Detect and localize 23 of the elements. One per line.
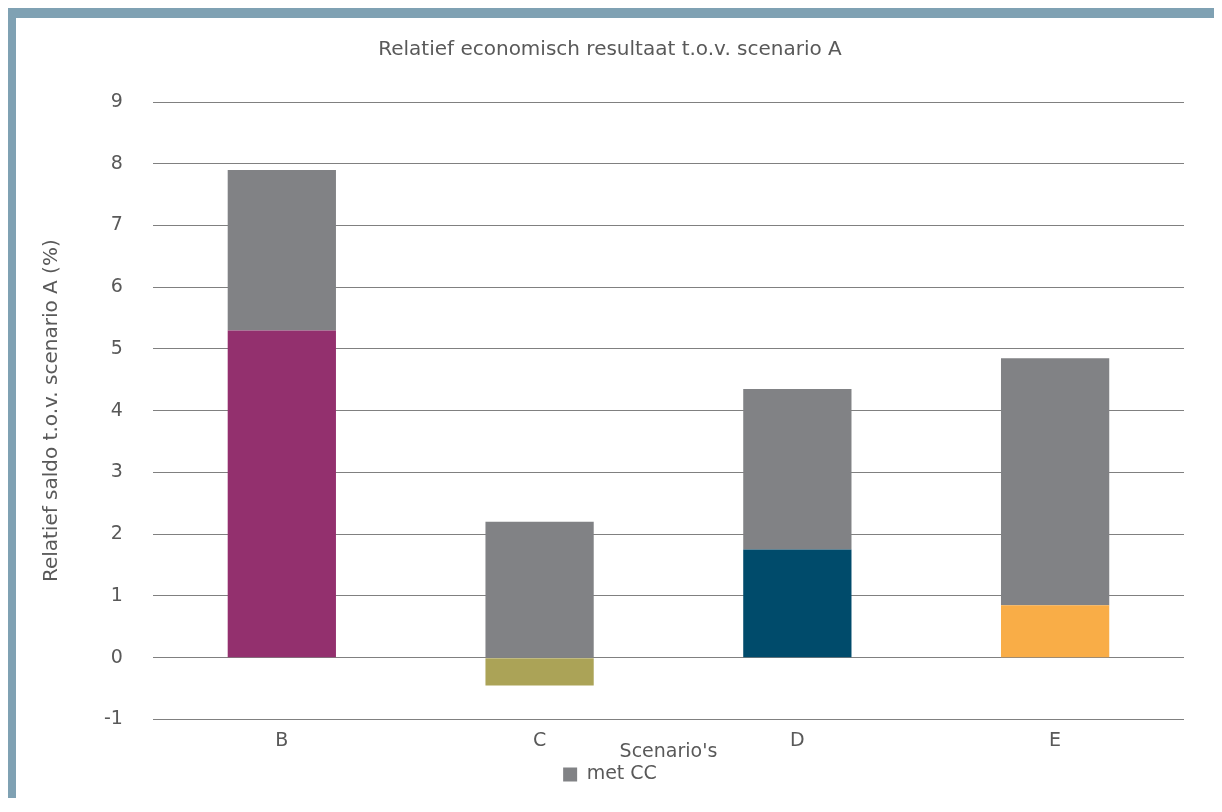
bar bbox=[743, 549, 852, 658]
y-axis-title: Relatief saldo t.o.v. scenario A (%) bbox=[38, 239, 63, 583]
y-tick-label: 7 bbox=[110, 212, 123, 235]
bar bbox=[485, 658, 594, 686]
y-tick-label: 4 bbox=[110, 397, 123, 420]
y-tick-label: 3 bbox=[110, 459, 123, 482]
bar bbox=[1000, 605, 1110, 658]
x-tick-label: E bbox=[1049, 727, 1062, 750]
y-tick-label: 6 bbox=[110, 274, 123, 297]
y-tick-label: 1 bbox=[110, 582, 123, 605]
bar bbox=[227, 330, 336, 658]
x-tick-label: C bbox=[532, 727, 547, 750]
x-tick-label: B bbox=[275, 727, 289, 750]
y-tick-label: 5 bbox=[110, 335, 123, 358]
chart-title: Relatief economisch resultaat t.o.v. scenario A bbox=[378, 36, 843, 61]
x-axis-title: Scenario's bbox=[619, 738, 718, 761]
y-tick-label: 9 bbox=[110, 88, 123, 111]
legend-label: met CC bbox=[586, 761, 657, 784]
y-tick-label: 8 bbox=[110, 150, 123, 173]
y-tick-label: 2 bbox=[110, 521, 123, 544]
y-tick-label: 0 bbox=[110, 644, 123, 667]
y-tick-label: -1 bbox=[103, 706, 123, 729]
x-tick-label: D bbox=[790, 727, 805, 750]
